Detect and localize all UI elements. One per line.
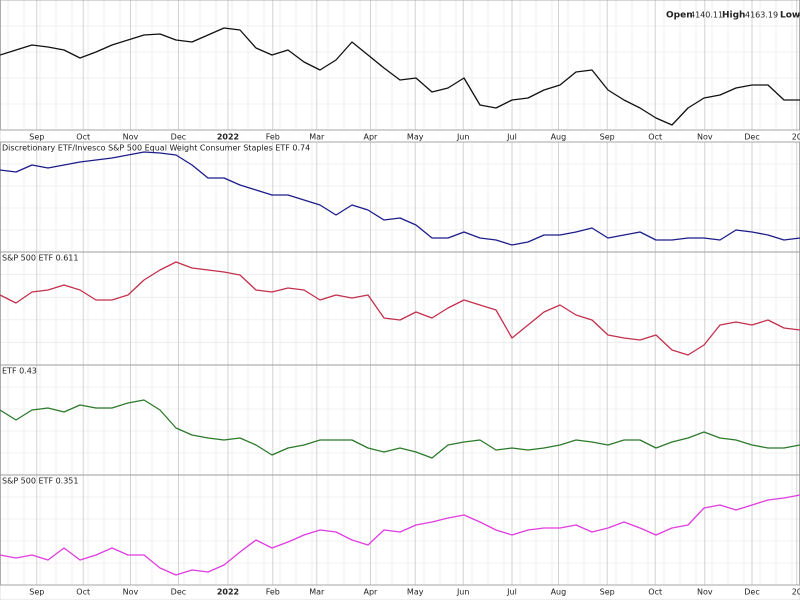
x-tick-label: 2022	[217, 133, 239, 142]
series-line	[0, 27, 800, 126]
x-tick-label: Dec	[171, 588, 186, 597]
panel-title: S&P 500 ETF 0.611	[2, 254, 78, 263]
x-tick-label: Sep	[29, 133, 44, 142]
panel-title: S&P 500 ETF 0.351	[2, 477, 78, 486]
x-tick-label: Nov	[697, 588, 713, 597]
axis-strip	[0, 584, 800, 600]
high-label: High	[722, 11, 745, 21]
x-tick-label: Feb	[266, 588, 280, 597]
axis-strip	[0, 129, 800, 143]
open-value: 4140.11	[690, 11, 723, 20]
x-tick-label: Oct	[648, 588, 662, 597]
x-tick-label: Jul	[506, 588, 517, 597]
x-tick-label: Oct	[76, 133, 90, 142]
x-tick-label: 20	[792, 133, 800, 142]
x-tick-label: Apr	[363, 133, 378, 142]
x-tick-label: May	[407, 133, 424, 142]
x-tick-label: Dec	[744, 133, 759, 142]
panel-title: Discretionary ETF/Invesco S&P 500 Equal …	[2, 144, 310, 153]
x-tick-label: 20	[792, 588, 800, 597]
x-tick-label: Apr	[363, 588, 378, 597]
x-tick-label: Jun	[456, 133, 470, 142]
high-value: 4163.19	[745, 11, 778, 20]
x-tick-label: Sep	[29, 588, 44, 597]
series-line	[0, 399, 800, 459]
x-tick-label: Aug	[551, 588, 567, 597]
series-line	[0, 151, 800, 246]
x-tick-label: Mar	[309, 588, 325, 597]
x-tick-label: Jul	[506, 133, 517, 142]
x-tick-label: Jun	[456, 588, 470, 597]
x-tick-label: May	[407, 588, 424, 597]
x-tick-label: Aug	[551, 133, 567, 142]
open-label: Open	[666, 11, 693, 21]
x-tick-label: Feb	[266, 133, 280, 142]
series-line	[0, 261, 800, 356]
x-tick-label: Nov	[697, 133, 713, 142]
x-tick-label: 2022	[217, 588, 239, 597]
series-line	[0, 494, 800, 576]
panel-title: ETF 0.43	[2, 367, 37, 376]
x-tick-label: Mar	[309, 133, 325, 142]
x-tick-label: Sep	[600, 588, 615, 597]
x-tick-label: Dec	[744, 588, 759, 597]
x-tick-label: Oct	[76, 588, 90, 597]
x-tick-label: Nov	[123, 133, 139, 142]
x-tick-label: Sep	[600, 133, 615, 142]
x-tick-label: Nov	[123, 588, 139, 597]
x-tick-label: Oct	[648, 133, 662, 142]
x-tick-label: Dec	[171, 133, 186, 142]
low-label: Low	[780, 11, 800, 21]
